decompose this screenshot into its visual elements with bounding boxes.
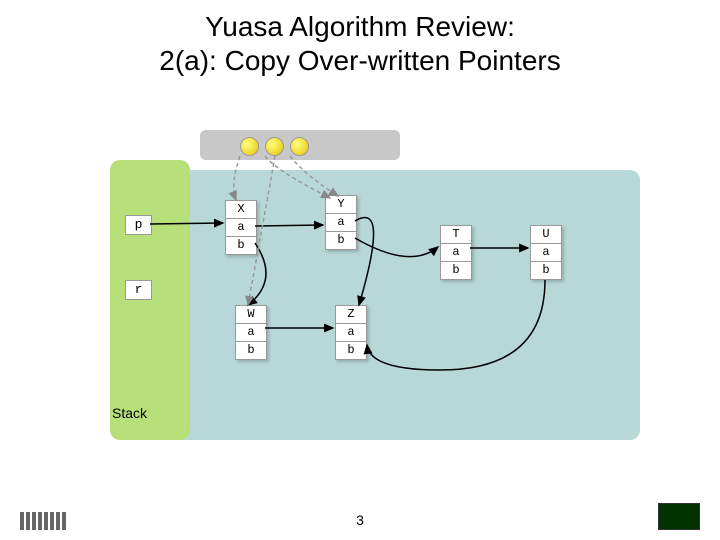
corner-logo (658, 503, 700, 530)
object-Z: Zab (335, 305, 367, 360)
title-line2: 2(a): Copy Over-written Pointers (159, 45, 560, 76)
diagram: pr XabYabWabZabTabUab Stack (80, 130, 640, 430)
object-cell: a (326, 214, 356, 232)
object-X: Xab (225, 200, 257, 255)
heap-region (140, 170, 640, 440)
object-T: Tab (440, 225, 472, 280)
worklist-ball (240, 137, 259, 156)
title-line1: Yuasa Algorithm Review: (205, 11, 515, 42)
object-cell: b (336, 342, 366, 359)
object-cell: Y (326, 196, 356, 214)
object-W: Wab (235, 305, 267, 360)
stack-region (110, 160, 190, 440)
object-cell: b (326, 232, 356, 249)
object-cell: a (531, 244, 561, 262)
object-cell: a (336, 324, 366, 342)
object-cell: a (236, 324, 266, 342)
object-cell: b (531, 262, 561, 279)
object-cell: W (236, 306, 266, 324)
object-cell: X (226, 201, 256, 219)
stack-slot-r: r (125, 280, 152, 300)
stack-slot-p: p (125, 215, 152, 235)
object-cell: T (441, 226, 471, 244)
object-cell: b (226, 237, 256, 254)
stack-label: Stack (112, 405, 147, 421)
ibm-logo (20, 512, 66, 530)
object-cell: U (531, 226, 561, 244)
worklist-ball (265, 137, 284, 156)
object-cell: b (441, 262, 471, 279)
page-number: 3 (356, 512, 364, 528)
worklist-ball (290, 137, 309, 156)
object-Y: Yab (325, 195, 357, 250)
object-cell: b (236, 342, 266, 359)
object-cell: a (441, 244, 471, 262)
object-cell: a (226, 219, 256, 237)
object-U: Uab (530, 225, 562, 280)
object-cell: Z (336, 306, 366, 324)
